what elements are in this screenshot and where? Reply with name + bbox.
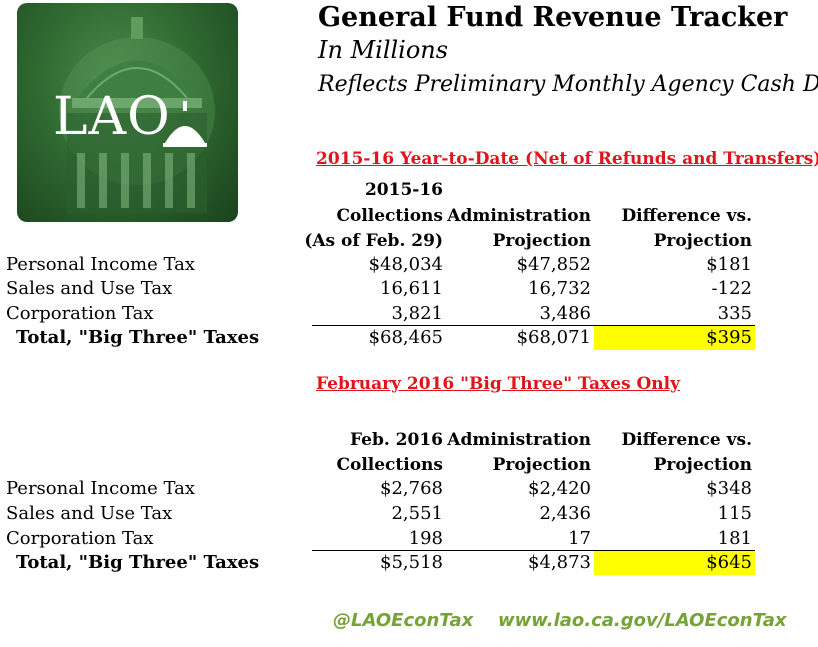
- feb-col3-header-line1: Difference vs.: [621, 430, 752, 450]
- difference-value: 335: [717, 303, 752, 324]
- feb-col1-header-line2: Collections: [336, 455, 443, 475]
- difference-value: $395: [706, 327, 752, 348]
- collections-value: $5,518: [380, 552, 443, 573]
- row-label: Total, "Big Three" Taxes: [16, 552, 260, 573]
- feb-col3-header-line2: Projection: [653, 455, 752, 475]
- feb-col2-header-line1: Administration: [447, 430, 591, 450]
- feb-col2-header-line2: Projection: [492, 455, 591, 475]
- ytd-col1-header-line1: 2015-16: [364, 180, 443, 200]
- feb-col1-header-line1: Feb. 2016: [350, 430, 443, 450]
- difference-value: -122: [711, 278, 752, 299]
- projection-value: $2,420: [528, 478, 591, 499]
- ytd-total-highlight: [594, 326, 755, 350]
- collections-value: 3,821: [391, 303, 443, 324]
- row-label: Total, "Big Three" Taxes: [16, 327, 260, 348]
- capitol-dome-icon: [59, 17, 215, 213]
- row-label: Personal Income Tax: [6, 478, 195, 499]
- difference-value: $181: [706, 254, 752, 275]
- difference-value: $348: [706, 478, 752, 499]
- feb-total-rule: [312, 550, 755, 551]
- page-subtitle: In Millions: [318, 36, 449, 64]
- projection-value: $47,852: [516, 254, 591, 275]
- ytd-col3-header-line1: Difference vs.: [621, 206, 752, 226]
- difference-value: 181: [717, 528, 752, 549]
- ytd-total-rule: [312, 325, 755, 326]
- projection-value: 3,486: [539, 303, 591, 324]
- feb-section-title: February 2016 "Big Three" Taxes Only: [316, 374, 681, 394]
- ytd-col1-header-line3: (As of Feb. 29): [304, 231, 443, 251]
- collections-value: $68,465: [368, 327, 443, 348]
- difference-value: $645: [706, 552, 752, 573]
- row-label: Corporation Tax: [6, 528, 154, 549]
- difference-value: 115: [717, 503, 752, 524]
- ytd-col1-header-line2: Collections: [336, 206, 443, 226]
- logo-text: LAO: [53, 87, 171, 147]
- projection-value: 2,436: [539, 503, 591, 524]
- projection-value: $4,873: [528, 552, 591, 573]
- footer-twitter-handle[interactable]: @LAOEconTax: [333, 610, 474, 631]
- page-subtitle-note: Reflects Preliminary Monthly Agency Cash…: [318, 72, 818, 97]
- page-title: General Fund Revenue Tracker: [318, 2, 788, 33]
- ytd-col2-header-line1: Administration: [447, 206, 591, 226]
- row-label: Sales and Use Tax: [6, 503, 173, 524]
- row-label: Corporation Tax: [6, 303, 154, 324]
- collections-value: 2,551: [391, 503, 443, 524]
- ytd-col2-header-line2: Projection: [492, 231, 591, 251]
- feb-total-highlight: [594, 551, 755, 575]
- lao-logo: LAO: [17, 3, 238, 222]
- collections-value: 198: [408, 528, 443, 549]
- ytd-section-title: 2015-16 Year-to-Date (Net of Refunds and…: [316, 149, 818, 169]
- footer-website-link[interactable]: www.lao.ca.gov/LAOEconTax: [498, 610, 787, 631]
- projection-value: 16,732: [528, 278, 591, 299]
- collections-value: 16,611: [380, 278, 443, 299]
- collections-value: $2,768: [380, 478, 443, 499]
- projection-value: 17: [568, 528, 591, 549]
- row-label: Personal Income Tax: [6, 254, 195, 275]
- row-label: Sales and Use Tax: [6, 278, 173, 299]
- collections-value: $48,034: [368, 254, 443, 275]
- projection-value: $68,071: [516, 327, 591, 348]
- ytd-col3-header-line2: Projection: [653, 231, 752, 251]
